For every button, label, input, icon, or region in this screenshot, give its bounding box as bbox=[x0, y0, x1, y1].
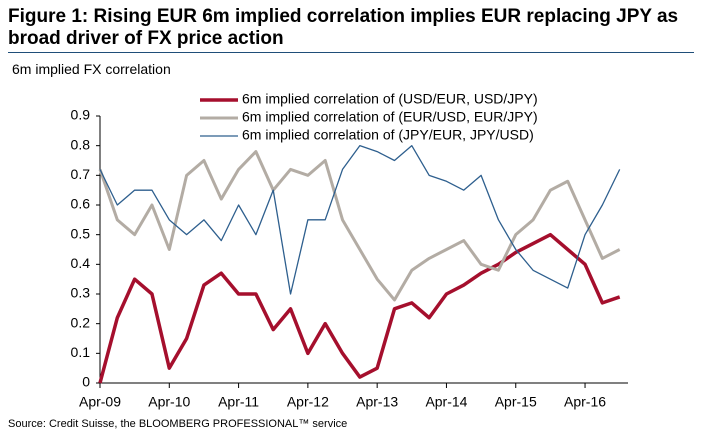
x-tick-label: Apr-11 bbox=[218, 394, 259, 410]
series-line bbox=[98, 232, 621, 384]
series-line bbox=[99, 145, 621, 295]
y-tick-label: 0.3 bbox=[71, 285, 91, 301]
y-tick-label: 0.8 bbox=[71, 136, 91, 152]
y-tick-label: 0 bbox=[82, 374, 90, 390]
legend-label: 6m implied correlation of (EUR/USD, EUR/… bbox=[242, 109, 538, 125]
y-tick-label: 0.7 bbox=[71, 166, 91, 182]
chart-source: Source: Credit Suisse, the BLOOMBERG PRO… bbox=[8, 418, 348, 430]
y-tick-label: 0.1 bbox=[71, 344, 91, 360]
series-line bbox=[98, 150, 621, 302]
x-tick-label: Apr-13 bbox=[356, 394, 398, 410]
x-tick-label: Apr-10 bbox=[148, 394, 190, 410]
x-tick-label: Apr-12 bbox=[287, 394, 329, 410]
y-tick-label: 0.2 bbox=[71, 314, 91, 330]
y-tick-label: 0.4 bbox=[71, 255, 91, 271]
chart-title: Figure 1: Rising EUR 6m implied correlat… bbox=[8, 6, 679, 49]
y-tick-label: 0.9 bbox=[71, 107, 91, 123]
title-rule bbox=[8, 52, 694, 53]
x-tick-label: Apr-09 bbox=[79, 394, 121, 410]
y-tick-label: 0.6 bbox=[71, 196, 91, 212]
chart-subtitle: 6m implied FX correlation bbox=[12, 61, 171, 77]
x-tick-label: Apr-16 bbox=[564, 394, 606, 410]
x-tick-label: Apr-15 bbox=[495, 394, 537, 410]
y-tick-label: 0.5 bbox=[71, 225, 91, 241]
legend-label: 6m implied correlation of (USD/EUR, USD/… bbox=[242, 91, 538, 107]
chart: 0 0.1 0.2 0.3 0.4 0.5 0.6 0.7 0.8 0.9 Apr-09 Apr-10… bbox=[71, 91, 628, 410]
x-tick-label: Apr-14 bbox=[425, 394, 467, 410]
legend-label: 6m implied correlation of (JPY/EUR, JPY/… bbox=[242, 127, 534, 143]
